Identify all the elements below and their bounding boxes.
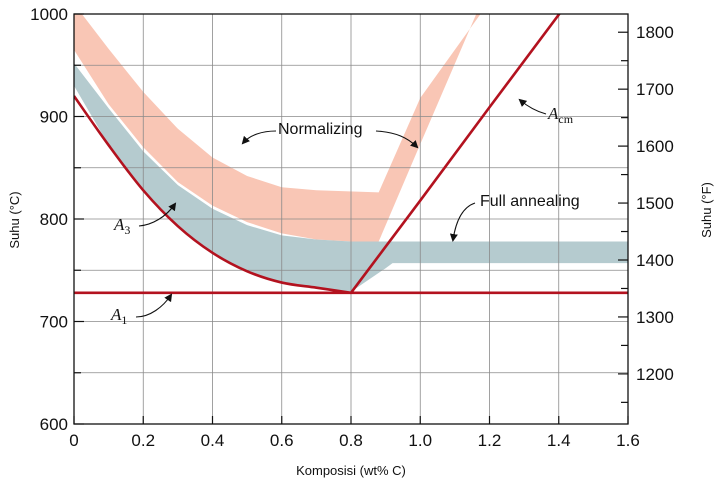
x-tick-label: 0 [69,431,78,450]
full-annealing-annotation: Full annealing [480,193,580,210]
normalizing-annotation: Normalizing [278,121,362,138]
a3-curve [74,95,352,295]
y-axis-right-title: Suhu (°F) [699,182,714,238]
acm-pointer [518,98,547,115]
y-tick-label: 700 [40,313,68,332]
a3-label: A3 [113,215,130,237]
curve-layer [74,14,628,295]
y-tick-label: 900 [40,108,68,127]
y-right-tick-label: 1600 [636,137,674,156]
a1-label: A1 [110,305,127,327]
y-right-tick-label: 1700 [636,80,674,99]
normalizing-arrow-right [375,130,419,149]
x-tick-label: 1.4 [547,431,571,450]
acm-label: Acm [547,104,574,126]
x-tick-label: 1.2 [478,431,502,450]
y-tick-label: 600 [40,415,68,434]
y-tick-label: 800 [40,210,68,229]
y-tick-label: 1000 [30,5,68,24]
a1-pointer [135,293,173,318]
y-right-tick-label: 1400 [636,251,674,270]
tick-layer [73,13,629,425]
y-axis-title: Suhu (°C) [7,191,22,248]
x-tick-label: 1.0 [408,431,432,450]
y-right-tick-label: 1500 [636,194,674,213]
x-tick-label: 0.6 [270,431,294,450]
full-annealing-arrow [449,202,476,242]
x-tick-label: 0.2 [131,431,155,450]
grid [74,14,628,424]
x-axis-title: Komposisi (wt% C) [296,463,406,478]
y-right-tick-label: 1800 [636,23,674,42]
normalizing-arrow-left [241,130,277,145]
acm-curve [349,14,561,294]
y-right-tick-label: 1200 [636,365,674,384]
normalizing-band [74,14,481,242]
x-tick-label: 1.6 [616,431,640,450]
y-right-tick-label: 1300 [636,308,674,327]
label-layer: 0 0.2 0.4 0.6 0.8 1.0 1.2 1.4 1.6 600 700 800 900 100… [30,5,674,450]
x-tick-label: 0.8 [339,431,363,450]
a3-pointer [138,202,177,227]
x-tick-label: 0.4 [201,431,225,450]
